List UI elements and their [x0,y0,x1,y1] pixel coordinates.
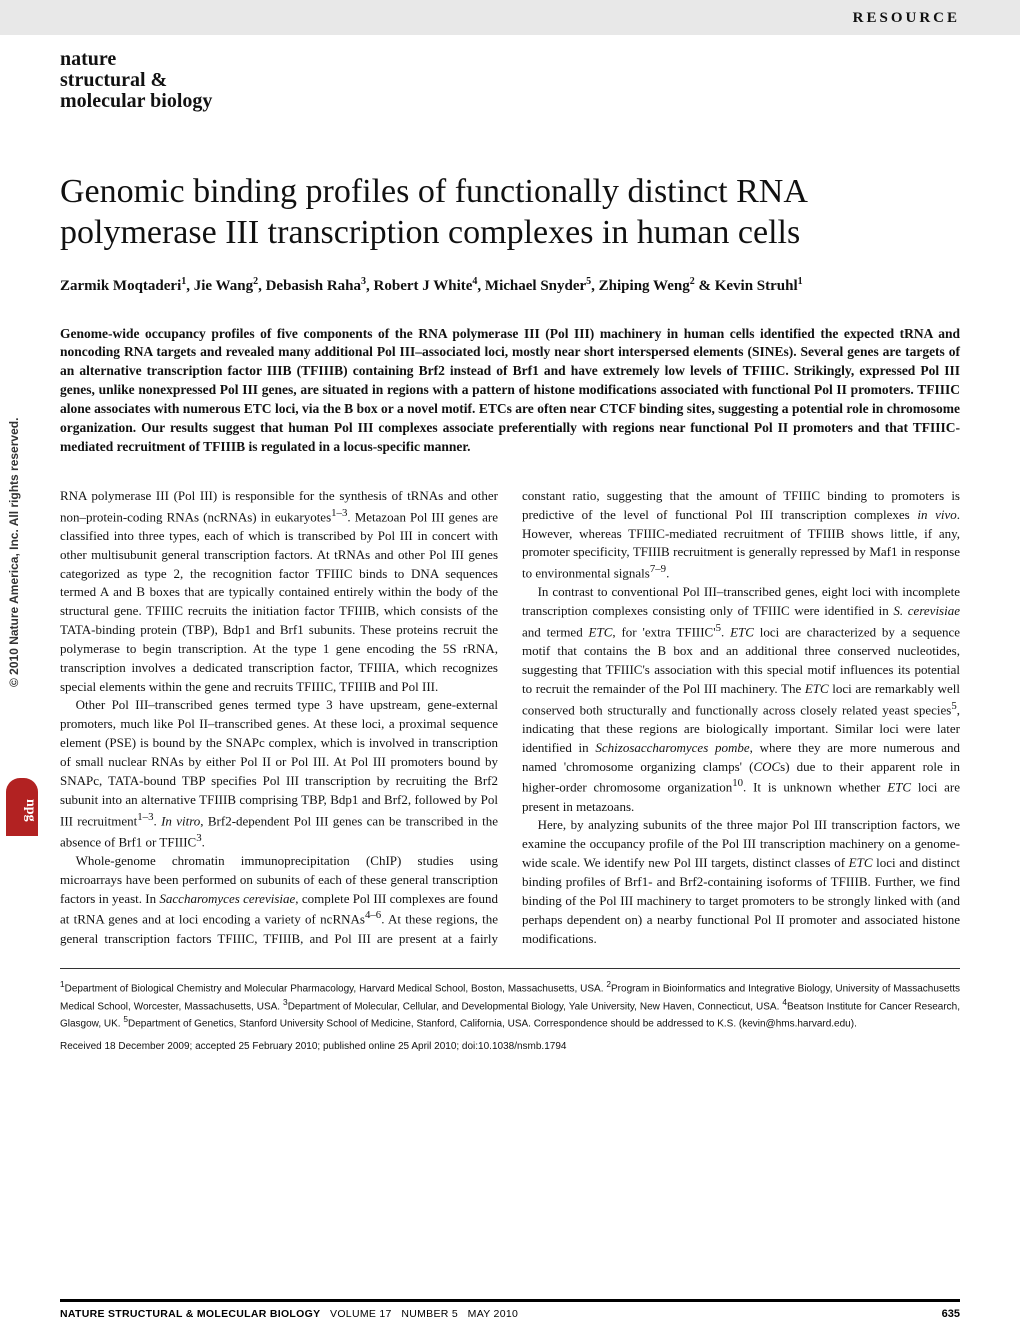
body-text: RNA polymerase III (Pol III) is responsi… [60,487,960,949]
section-header: RESOURCE [0,0,1020,35]
footer-number: NUMBER 5 [401,1308,458,1320]
journal-logo: nature structural & molecular biology [0,35,1020,112]
journal-line-2: structural & [60,70,1020,91]
journal-line-3: molecular biology [60,91,1020,112]
abstract: Genome-wide occupancy profiles of five c… [60,325,960,457]
copyright-sidebar: © 2010 Nature America, Inc. All rights r… [7,418,21,687]
section-label: RESOURCE [853,10,960,26]
footer-volume: VOLUME 17 [330,1308,392,1320]
footer-journal: NATURE STRUCTURAL & MOLECULAR BIOLOGY [60,1308,320,1320]
body-paragraph: RNA polymerase III (Pol III) is responsi… [60,487,498,697]
footer-date: MAY 2010 [468,1308,518,1320]
article-content: Genomic binding profiles of functionally… [0,112,1020,948]
article-title: Genomic binding profiles of functionally… [60,172,960,254]
author-list: Zarmik Moqtaderi1, Jie Wang2, Debasish R… [60,276,960,295]
npg-badge-icon: npg [6,778,38,836]
page-footer: NATURE STRUCTURAL & MOLECULAR BIOLOGY VO… [60,1299,960,1320]
body-paragraph: Here, by analyzing subunits of the three… [522,816,960,948]
journal-line-1: nature [60,49,1020,70]
page-number: 635 [942,1308,960,1320]
received-line: Received 18 December 2009; accepted 25 F… [60,1041,960,1052]
affiliations: 1Department of Biological Chemistry and … [60,968,960,1031]
body-paragraph: In contrast to conventional Pol III–tran… [522,583,960,816]
footer-citation: NATURE STRUCTURAL & MOLECULAR BIOLOGY VO… [60,1308,518,1320]
body-paragraph: Other Pol III–transcribed genes termed t… [60,696,498,851]
